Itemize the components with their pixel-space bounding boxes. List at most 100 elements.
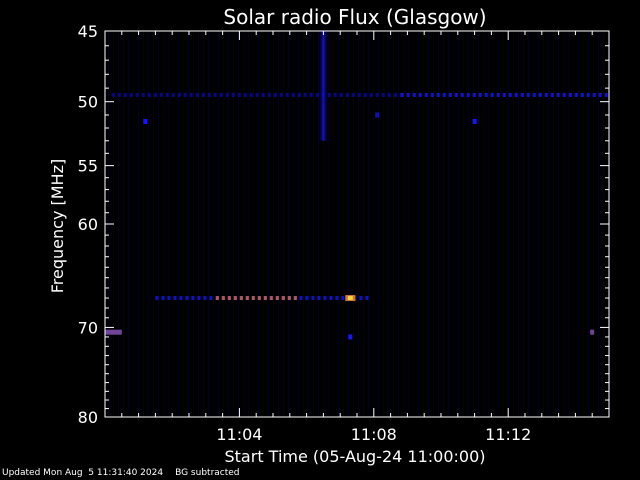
background-stripe <box>593 31 594 417</box>
signal-row-segment <box>448 92 452 97</box>
signal-point <box>375 112 380 118</box>
background-stripe <box>318 31 319 417</box>
signal-row-segment <box>412 92 416 97</box>
background-stripe <box>293 31 294 417</box>
signal-row-segment <box>424 92 428 97</box>
background-stripe <box>308 31 309 417</box>
signal-row-segment <box>351 92 355 97</box>
signal-row-segment <box>165 92 169 97</box>
background-stripe <box>258 31 259 417</box>
background-stripe <box>183 31 184 417</box>
background-stripe <box>383 31 384 417</box>
signal-point <box>590 329 595 335</box>
signal-row-segment <box>135 92 139 97</box>
signal-row-segment <box>478 92 482 97</box>
signal-row-segment <box>333 92 337 97</box>
background-stripe <box>223 31 224 417</box>
signal-row-segment <box>365 296 369 301</box>
signal-row-segment <box>203 296 207 301</box>
signal-row-segment <box>263 296 267 301</box>
background-stripe <box>213 31 214 417</box>
signal-row-segment <box>129 92 133 97</box>
signal-row-segment <box>245 296 249 301</box>
signal-row-segment <box>285 92 289 97</box>
signal-row-segment <box>269 296 273 301</box>
background-stripe <box>453 31 454 417</box>
background-stripe <box>408 31 409 417</box>
signal-row <box>105 329 122 335</box>
signal-row-segment <box>309 92 313 97</box>
signal-row-segment <box>460 92 464 97</box>
background-stripe <box>438 31 439 417</box>
signal-row-segment <box>418 92 422 97</box>
signal-row-segment <box>141 92 145 97</box>
background-stripe <box>168 31 169 417</box>
signal-row-segment <box>213 92 217 97</box>
background-stripe <box>493 31 494 417</box>
signal-row-segment <box>357 92 361 97</box>
signal-row-segment <box>153 92 157 97</box>
signal-row-segment <box>526 92 530 97</box>
background-stripe <box>353 31 354 417</box>
y-tick-label: 80 <box>78 408 98 427</box>
signal-row-segment <box>159 92 163 97</box>
signal-row-segment <box>179 296 183 301</box>
background-stripe <box>373 31 374 417</box>
background-stripe <box>198 31 199 417</box>
y-tick-label: 55 <box>78 157 98 176</box>
background-stripe <box>133 31 134 417</box>
signal-row-segment <box>231 92 235 97</box>
background-stripe <box>173 31 174 417</box>
signal-row-segment <box>502 92 506 97</box>
background-stripe <box>598 31 599 417</box>
signal-row-segment <box>167 296 171 301</box>
background-stripe <box>238 31 239 417</box>
signal-row-segment <box>293 296 297 301</box>
signal-row-segment <box>305 296 309 301</box>
signal-row-segment <box>345 92 349 97</box>
signal-row-segment <box>327 92 331 97</box>
background-stripe <box>563 31 564 417</box>
background-stripe <box>533 31 534 417</box>
signal-row-segment <box>375 92 379 97</box>
signal-row-segment <box>147 92 151 97</box>
signal-row-segment <box>556 92 560 97</box>
signal-row-segment <box>191 296 195 301</box>
background-stripe <box>193 31 194 417</box>
background-stripe <box>428 31 429 417</box>
signal-row-segment <box>209 296 213 301</box>
background-stripe <box>118 31 119 417</box>
background-stripe <box>463 31 464 417</box>
signal-row-segment <box>490 92 494 97</box>
background-stripe <box>573 31 574 417</box>
signal-row-segment <box>273 92 277 97</box>
background-stripe <box>403 31 404 417</box>
signal-row-segment <box>225 92 229 97</box>
background-stripe <box>123 31 124 417</box>
heatmap-layer <box>105 31 609 417</box>
signal-column-core <box>322 31 325 141</box>
signal-row-segment <box>532 92 536 97</box>
signal-row-segment <box>207 92 211 97</box>
background-stripe <box>538 31 539 417</box>
signal-row-segment <box>267 92 271 97</box>
background-stripe <box>203 31 204 417</box>
background-stripe <box>483 31 484 417</box>
bg-note: BG subtracted <box>175 468 240 478</box>
signal-row-segment <box>574 92 578 97</box>
background-stripe <box>278 31 279 417</box>
background-stripe <box>413 31 414 417</box>
y-tick-label: 60 <box>78 215 98 234</box>
background-stripe <box>348 31 349 417</box>
signal-row-segment <box>369 92 373 97</box>
background-stripe <box>323 31 324 417</box>
background-stripe <box>363 31 364 417</box>
x-tick-label: 11:08 <box>351 425 397 444</box>
x-tick-label: 11:04 <box>216 425 262 444</box>
signal-row-segment <box>227 296 231 301</box>
background-stripe <box>518 31 519 417</box>
background-stripe <box>508 31 509 417</box>
background-stripe <box>298 31 299 417</box>
signal-row-segment <box>454 92 458 97</box>
background-stripe <box>253 31 254 417</box>
